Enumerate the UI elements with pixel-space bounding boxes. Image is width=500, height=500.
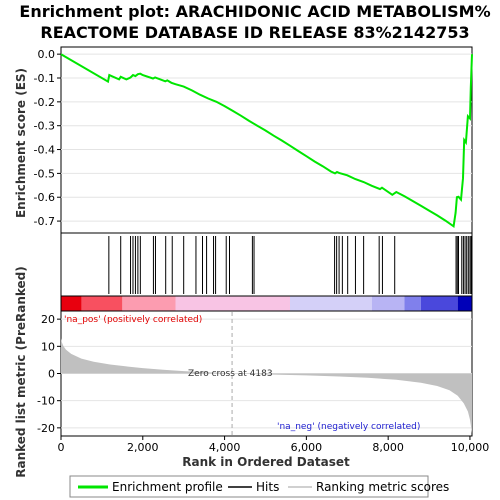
x-axis-label: Rank in Ordered Dataset bbox=[182, 455, 350, 469]
x-tick-label: 10,000 bbox=[451, 441, 490, 454]
rank-y-tick-label: 0 bbox=[48, 368, 55, 381]
es-y-tick-label: -0.5 bbox=[34, 167, 55, 180]
heat-bar-segment bbox=[371, 296, 405, 311]
x-tick-label: 6,000 bbox=[291, 441, 323, 454]
hit-markers bbox=[108, 236, 472, 294]
x-tick-label: 0 bbox=[58, 441, 65, 454]
es-y-tick-label: -0.6 bbox=[34, 191, 55, 204]
rank-y-tick-label: 10 bbox=[41, 340, 55, 353]
hits-panel bbox=[60, 232, 473, 297]
hits-frame bbox=[60, 232, 473, 297]
enrichment-profile-line bbox=[60, 53, 473, 229]
heat-bar-segment bbox=[404, 296, 421, 311]
x-tick-label: 8,000 bbox=[372, 441, 404, 454]
rank-y-tick-label: -20 bbox=[37, 422, 55, 435]
legend-label-enrichment-profile: Enrichment profile bbox=[112, 480, 223, 494]
heat-bar-segment bbox=[122, 296, 176, 311]
rank-y-ticks: 20 10 0 -10 -20 bbox=[37, 313, 61, 435]
ranked-metric-panel: 20 10 0 -10 -20 'na_pos' (positively correla… bbox=[14, 266, 473, 478]
es-y-tick-label: -0.4 bbox=[34, 144, 55, 157]
legend-label-ranking-metric: Ranking metric scores bbox=[316, 480, 449, 494]
es-y-tick-label: -0.7 bbox=[34, 215, 55, 228]
heat-bar-segment bbox=[61, 296, 82, 311]
es-y-tick-label: -0.1 bbox=[34, 72, 55, 85]
legend: Enrichment profile Hits Ranking metric s… bbox=[69, 475, 449, 498]
es-y-tick-label: -0.3 bbox=[34, 120, 55, 133]
pos-correlated-label: 'na_pos' (positively correlated) bbox=[64, 315, 202, 325]
chart-title-line-2: REACTOME DATABASE ID RELEASE 83%2142753 bbox=[40, 23, 469, 42]
x-tick-label: 4,000 bbox=[209, 441, 241, 454]
es-y-tick-label: -0.2 bbox=[34, 96, 55, 109]
es-y-axis-label: Enrichment score (ES) bbox=[14, 68, 28, 218]
heat-bar-segment bbox=[175, 296, 291, 311]
rank-heat-bar bbox=[61, 296, 472, 311]
neg-correlated-label: 'na_neg' (negatively correlated) bbox=[277, 422, 420, 432]
zero-cross-label: Zero cross at 4183 bbox=[188, 369, 273, 379]
rank-y-tick-label: 20 bbox=[41, 313, 55, 326]
chart-title-line-1: Enrichment plot: ARACHIDONIC ACID METABO… bbox=[19, 2, 490, 21]
rank-y-tick-label: -10 bbox=[37, 395, 55, 408]
legend-label-hits: Hits bbox=[256, 480, 279, 494]
heat-bar-segment bbox=[81, 296, 123, 311]
es-plot-frame bbox=[60, 46, 473, 234]
heat-bar-segment bbox=[457, 296, 472, 311]
es-y-ticks: 0.0 -0.1 -0.2 -0.3 -0.4 -0.5 -0.6 -0.7 bbox=[34, 48, 61, 228]
x-tick-label: 2,000 bbox=[127, 441, 159, 454]
enrichment-score-panel: 0.0 -0.1 -0.2 -0.3 -0.4 -0.5 -0.6 -0.7 Enrichme… bbox=[14, 46, 473, 234]
heat-bar-segment bbox=[420, 296, 458, 311]
rank-y-axis-label: Ranked list metric (PreRanked) bbox=[14, 266, 28, 478]
heat-bar-segment bbox=[290, 296, 372, 311]
es-y-tick-label: 0.0 bbox=[38, 48, 56, 61]
x-axis-ticks: 0 2,000 4,000 6,000 8,000 10,000 bbox=[58, 436, 490, 454]
